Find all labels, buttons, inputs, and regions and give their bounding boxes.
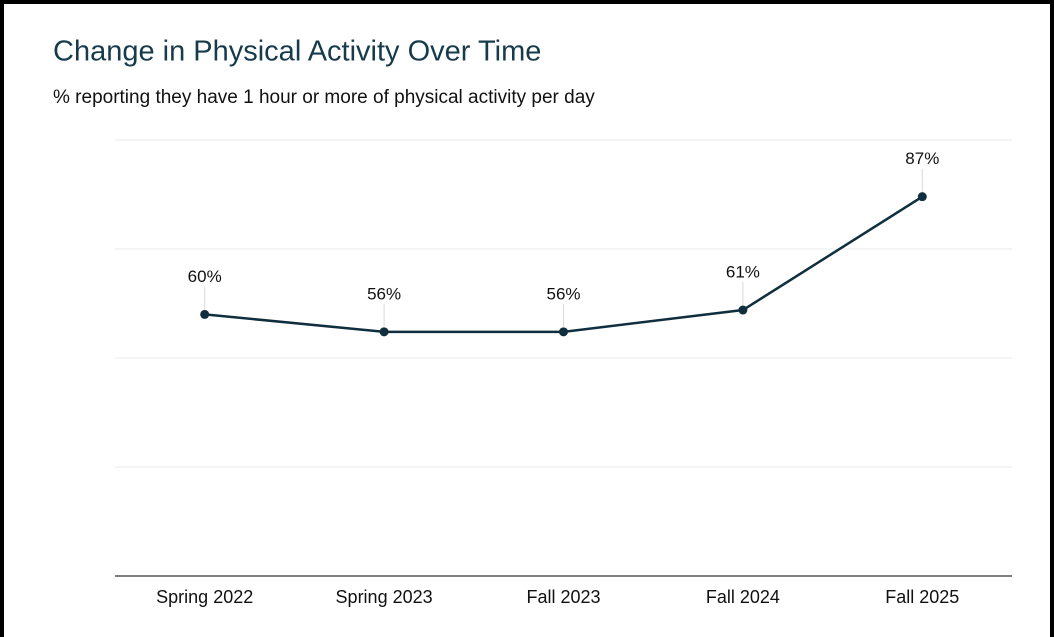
data-label: 61% [726, 263, 760, 282]
x-tick-label: Fall 2023 [526, 587, 600, 607]
point [917, 192, 927, 202]
x-tick-label: Spring 2022 [156, 587, 253, 607]
x-tick-label: Spring 2023 [336, 587, 433, 607]
chart-subtitle: % reporting they have 1 hour or more of … [53, 87, 595, 108]
chart-title: Change in Physical Activity Over Time [53, 36, 541, 68]
point [379, 327, 389, 337]
data-label: 56% [546, 284, 580, 303]
x-tick-label: Fall 2024 [706, 587, 780, 607]
data-label: 56% [367, 284, 401, 303]
x-tick-label: Fall 2025 [885, 587, 959, 607]
point [200, 309, 210, 319]
data-label: 87% [905, 149, 939, 168]
point [738, 305, 748, 315]
data-label: 60% [188, 267, 222, 286]
point [559, 327, 568, 337]
